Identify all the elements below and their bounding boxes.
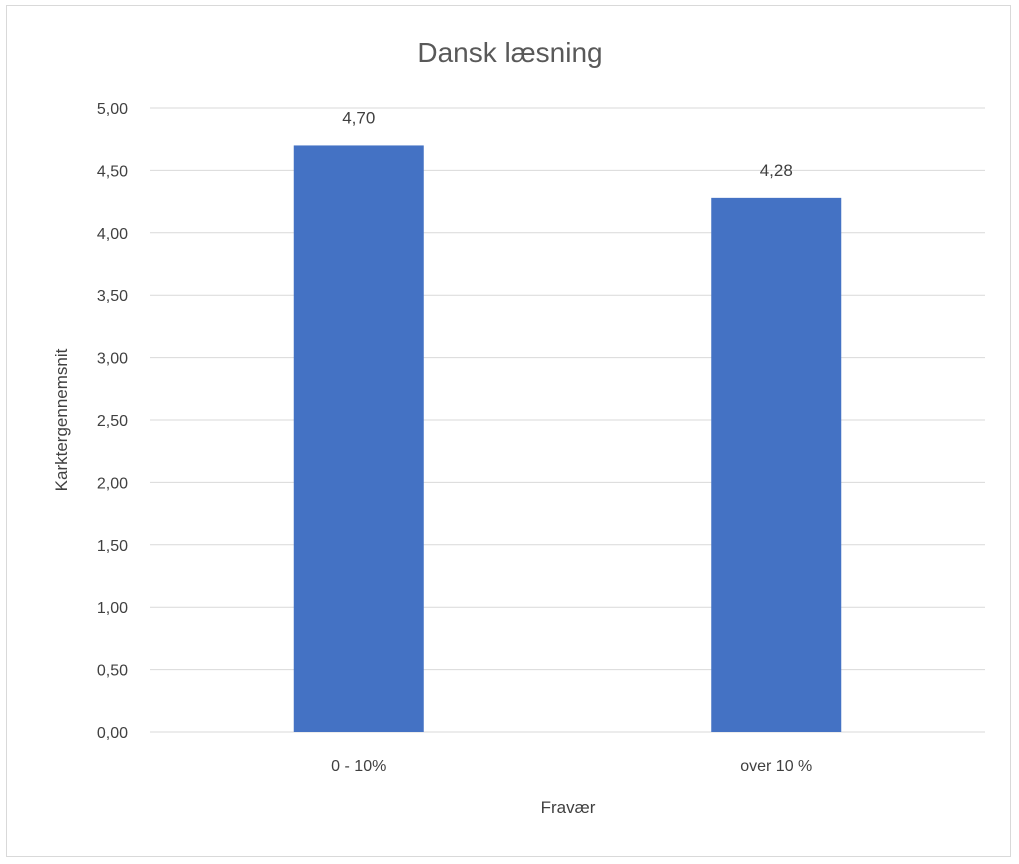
data-labels: 4,70 4,28 (342, 108, 793, 179)
x-axis-ticks: 0 - 10% over 10 % (331, 758, 812, 775)
data-label: 4,28 (760, 161, 793, 180)
y-tick-label: 0,50 (97, 663, 128, 680)
y-axis-title: Karktergennemsnit (52, 348, 71, 491)
x-axis-title: Fravær (541, 798, 596, 817)
y-tick-label: 5,00 (97, 101, 128, 118)
y-tick-label: 2,50 (97, 413, 128, 430)
bar (711, 197, 842, 732)
y-axis-ticks: 0,00 0,50 1,00 1,50 2,00 2,50 3,00 3,50 4,00 4,50… (97, 101, 128, 742)
chart-title: Dansk læsning (417, 37, 602, 68)
y-tick-label: 2,00 (97, 475, 128, 492)
bars (293, 145, 842, 732)
y-tick-label: 3,00 (97, 351, 128, 368)
y-tick-label: 3,50 (97, 288, 128, 305)
gridlines (150, 107, 985, 733)
y-tick-label: 4,50 (97, 163, 128, 180)
y-tick-label: 1,00 (97, 600, 128, 617)
x-tick-label: over 10 % (740, 758, 812, 775)
y-tick-label: 1,50 (97, 538, 128, 555)
y-tick-label: 4,00 (97, 226, 128, 243)
data-label: 4,70 (342, 108, 375, 127)
x-tick-label: 0 - 10% (331, 758, 386, 775)
chart-frame (6, 5, 1011, 857)
bar (293, 145, 424, 732)
y-tick-label: 0,00 (97, 725, 128, 742)
